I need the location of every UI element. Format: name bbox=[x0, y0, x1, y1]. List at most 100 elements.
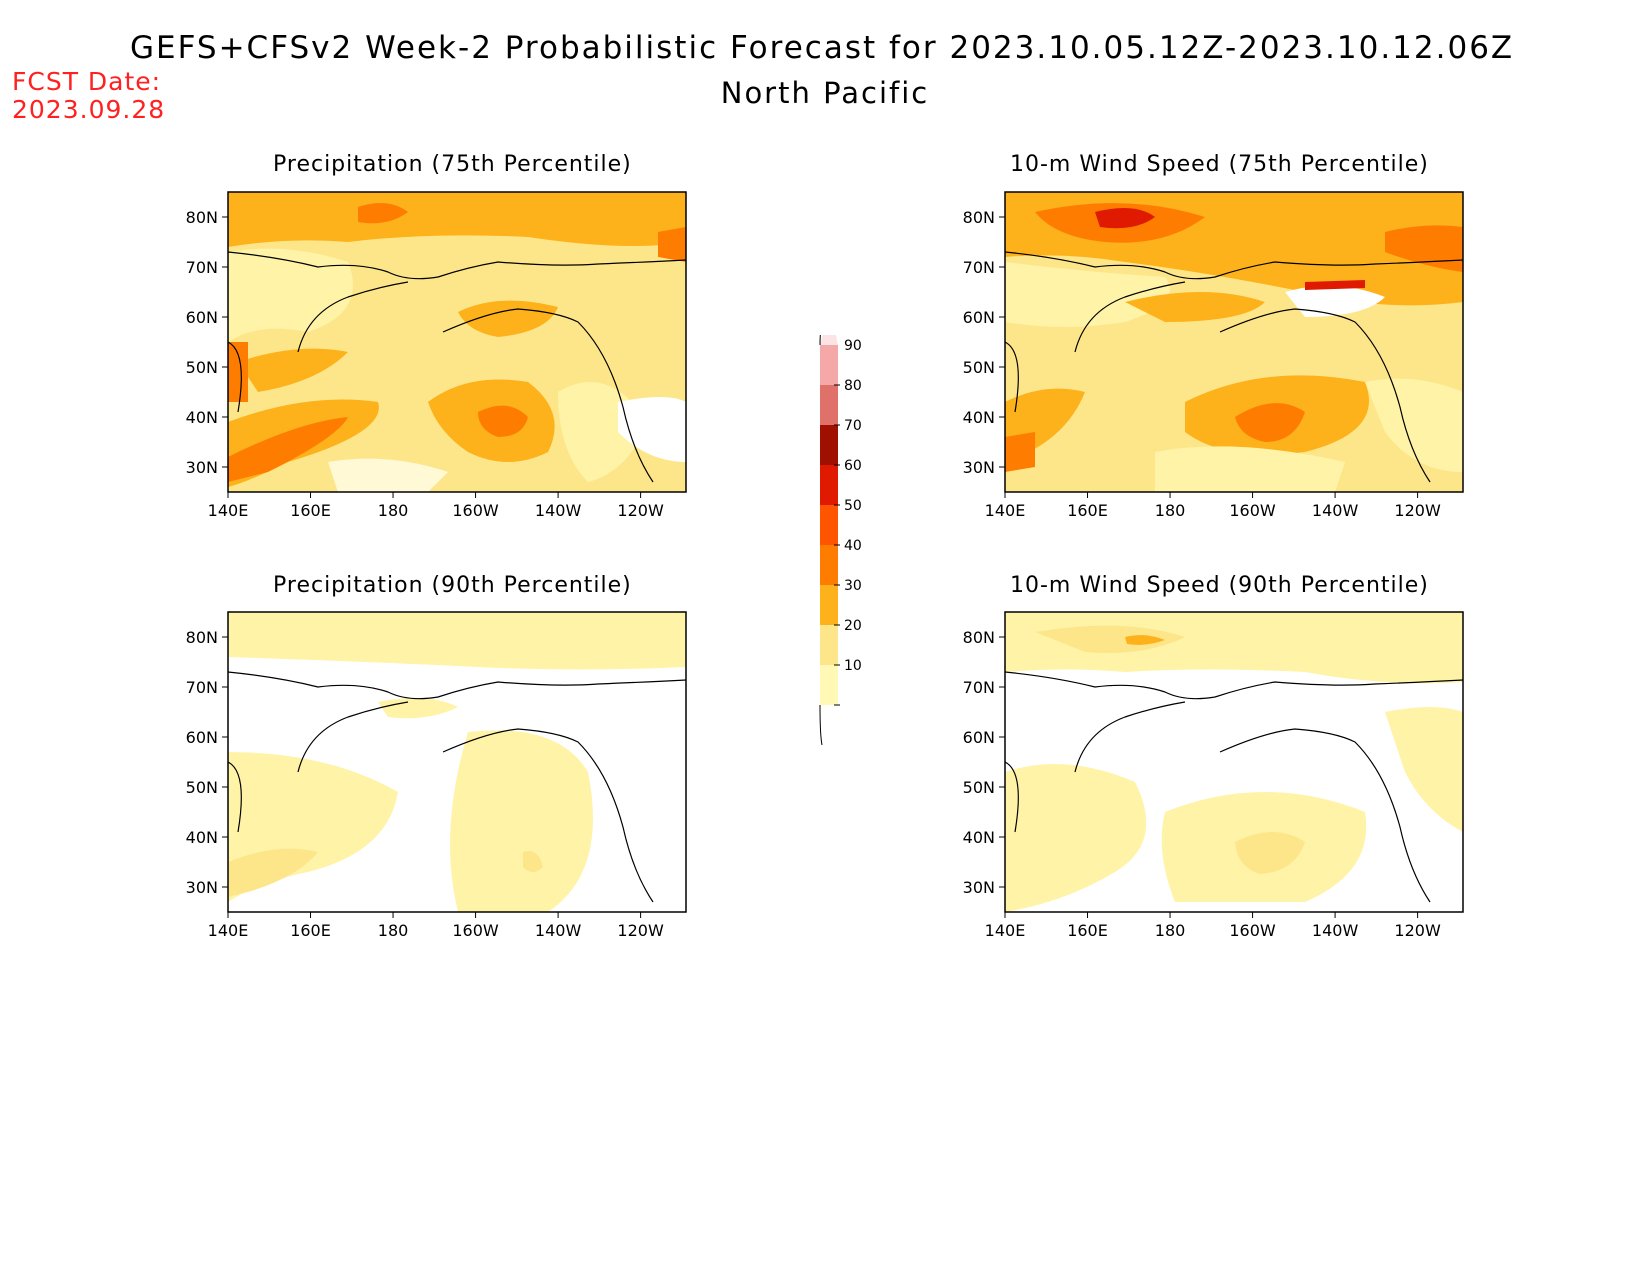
map-frame bbox=[1004, 191, 1464, 493]
field-yellow bbox=[1035, 625, 1185, 653]
y-tick-label: 40N bbox=[963, 408, 995, 427]
y-tick-label: 50N bbox=[186, 778, 218, 797]
coastline bbox=[227, 251, 687, 280]
field-light bbox=[1365, 378, 1463, 472]
x-tick-label: 160W bbox=[1229, 501, 1276, 520]
region-subtitle: North Pacific bbox=[720, 76, 930, 110]
field-dark-orange bbox=[478, 405, 528, 437]
field-white bbox=[1285, 285, 1385, 317]
field-dark-orange bbox=[228, 417, 348, 482]
field-orange bbox=[458, 300, 558, 337]
fcst-date-label: FCST Date: bbox=[12, 67, 162, 96]
x-tick-label: 160W bbox=[452, 921, 499, 940]
colorbar-cap bbox=[819, 335, 821, 346]
x-tick-label: 180 bbox=[378, 921, 409, 940]
y-tick-label: 60N bbox=[963, 308, 995, 327]
field-dark-orange bbox=[1385, 225, 1463, 272]
y-tick-label: 50N bbox=[963, 358, 995, 377]
colorbar-label: 20 bbox=[844, 618, 862, 634]
y-tick-label: 70N bbox=[963, 678, 995, 697]
field-dark-orange bbox=[228, 342, 248, 402]
colorbar-label: 50 bbox=[844, 498, 862, 514]
y-tick-label: 60N bbox=[186, 308, 218, 327]
x-tick-label: 140W bbox=[1312, 921, 1359, 940]
field-yellow bbox=[1235, 832, 1305, 874]
x-tick-label: 120W bbox=[1394, 501, 1441, 520]
field-orange bbox=[228, 192, 686, 247]
colorbar-swatch bbox=[820, 425, 838, 465]
colorbar-swatch bbox=[820, 545, 838, 585]
field-light bbox=[1005, 262, 1170, 327]
x-tick-label: 160W bbox=[1229, 921, 1276, 940]
coastline bbox=[297, 281, 409, 353]
coastline bbox=[227, 671, 687, 700]
x-tick-label: 140W bbox=[535, 501, 582, 520]
colorbar-label: 60 bbox=[844, 458, 862, 474]
field-dark-orange bbox=[658, 227, 686, 262]
colorbar-swatch bbox=[820, 625, 838, 665]
map-panel-wind-90: 140E 160E 180 160W 140W 120W 80N 70N 60N 50N 40N 30… bbox=[963, 611, 1464, 940]
colorbar-label: 40 bbox=[844, 538, 862, 554]
coastline bbox=[227, 341, 242, 413]
colorbar: 10 20 30 40 50 60 70 80 90 bbox=[819, 335, 862, 746]
map-frame bbox=[227, 191, 687, 493]
y-tick-label: 50N bbox=[963, 778, 995, 797]
field-dark-orange bbox=[1005, 432, 1035, 472]
x-tick-label: 140E bbox=[985, 921, 1026, 940]
field-light bbox=[228, 612, 686, 670]
x-tick-label: 160E bbox=[1067, 921, 1108, 940]
y-tick-label: 30N bbox=[963, 458, 995, 477]
y-tick-label: 80N bbox=[186, 628, 218, 647]
panel-title-wind-90: 10-m Wind Speed (90th Percentile) bbox=[1010, 573, 1429, 598]
y-tick-label: 30N bbox=[186, 878, 218, 897]
y-tick-label: 50N bbox=[186, 358, 218, 377]
field-orange bbox=[1125, 635, 1165, 645]
y-tick-label: 40N bbox=[963, 828, 995, 847]
field-light bbox=[378, 698, 458, 719]
field-light bbox=[328, 458, 448, 492]
map-panel-precip-75: 140E 160E 180 160W 140W 120W 80N 70N 60N 50N 40N 30… bbox=[186, 191, 687, 520]
field-dark-orange bbox=[1235, 403, 1305, 442]
x-tick-label: 140W bbox=[1312, 501, 1359, 520]
y-tick-label: 80N bbox=[186, 208, 218, 227]
map-frame bbox=[227, 611, 687, 913]
colorbar-label: 80 bbox=[844, 378, 862, 394]
colorbar-swatch bbox=[820, 465, 838, 505]
x-tick-label: 160E bbox=[1067, 501, 1108, 520]
y-tick-label: 60N bbox=[186, 728, 218, 747]
colorbar-label: 10 bbox=[844, 658, 862, 674]
y-tick-label: 30N bbox=[186, 458, 218, 477]
x-tick-label: 120W bbox=[617, 921, 664, 940]
colorbar-swatch bbox=[820, 345, 838, 385]
map-panel-wind-75: 140E 160E 180 160W 140W 120W 80N 70N 60N 50N 40N 30… bbox=[963, 191, 1464, 520]
coastline bbox=[442, 308, 654, 483]
colorbar-label: 30 bbox=[844, 578, 862, 594]
field-red bbox=[1305, 280, 1365, 290]
y-tick-label: 80N bbox=[963, 208, 995, 227]
panel-title-precip-75: Precipitation (75th Percentile) bbox=[273, 152, 632, 177]
coastline bbox=[227, 761, 242, 833]
coastline bbox=[1219, 308, 1431, 483]
x-tick-label: 140W bbox=[535, 921, 582, 940]
map-frame bbox=[1004, 611, 1464, 913]
x-tick-label: 120W bbox=[1394, 921, 1441, 940]
x-tick-label: 140E bbox=[985, 501, 1026, 520]
coastline bbox=[297, 701, 409, 773]
field-light bbox=[1005, 764, 1147, 912]
panel-title-wind-75: 10-m Wind Speed (75th Percentile) bbox=[1010, 152, 1429, 177]
field-yellow bbox=[228, 848, 318, 897]
x-tick-label: 180 bbox=[1155, 501, 1186, 520]
colorbar-cap bbox=[819, 704, 823, 746]
coastline bbox=[1004, 761, 1019, 833]
field-light bbox=[228, 248, 353, 342]
forecast-date-block: FCST Date: 2023.09.28 bbox=[12, 68, 165, 124]
x-tick-label: 160W bbox=[452, 501, 499, 520]
panel-title-precip-90: Precipitation (90th Percentile) bbox=[273, 573, 632, 598]
colorbar-label: 70 bbox=[844, 418, 862, 434]
y-tick-label: 70N bbox=[186, 678, 218, 697]
field-yellow bbox=[523, 851, 543, 872]
x-tick-label: 140E bbox=[208, 501, 249, 520]
coastline bbox=[1004, 341, 1019, 413]
colorbar-swatch bbox=[820, 665, 838, 705]
y-tick-label: 40N bbox=[186, 828, 218, 847]
